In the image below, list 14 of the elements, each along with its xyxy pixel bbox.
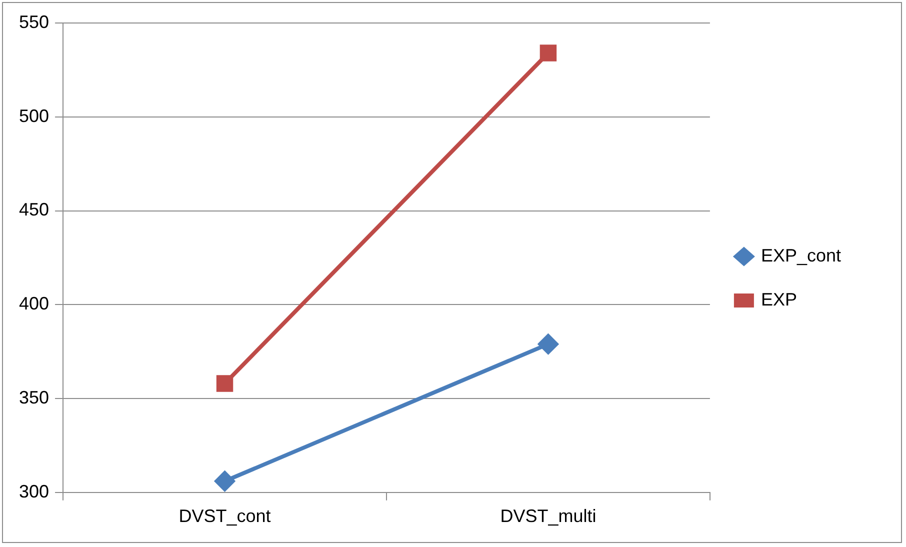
y-tick-label: 550: [18, 12, 50, 32]
point: [216, 375, 234, 392]
y-tick-label: 300: [18, 481, 50, 502]
y-tick-label: 350: [18, 387, 50, 408]
y-tick-label: 500: [18, 106, 50, 126]
x-tick-label: DVST_multi: [500, 506, 596, 526]
legend-label: EXP_cont: [760, 245, 842, 266]
point: [538, 334, 558, 354]
y-tick-label: 450: [18, 200, 50, 220]
legend-label: EXP: [760, 289, 797, 310]
x-tick-label: DVST_cont: [178, 506, 271, 526]
y-tick-label: 400: [18, 294, 50, 314]
point: [214, 471, 235, 492]
point: [540, 44, 557, 62]
